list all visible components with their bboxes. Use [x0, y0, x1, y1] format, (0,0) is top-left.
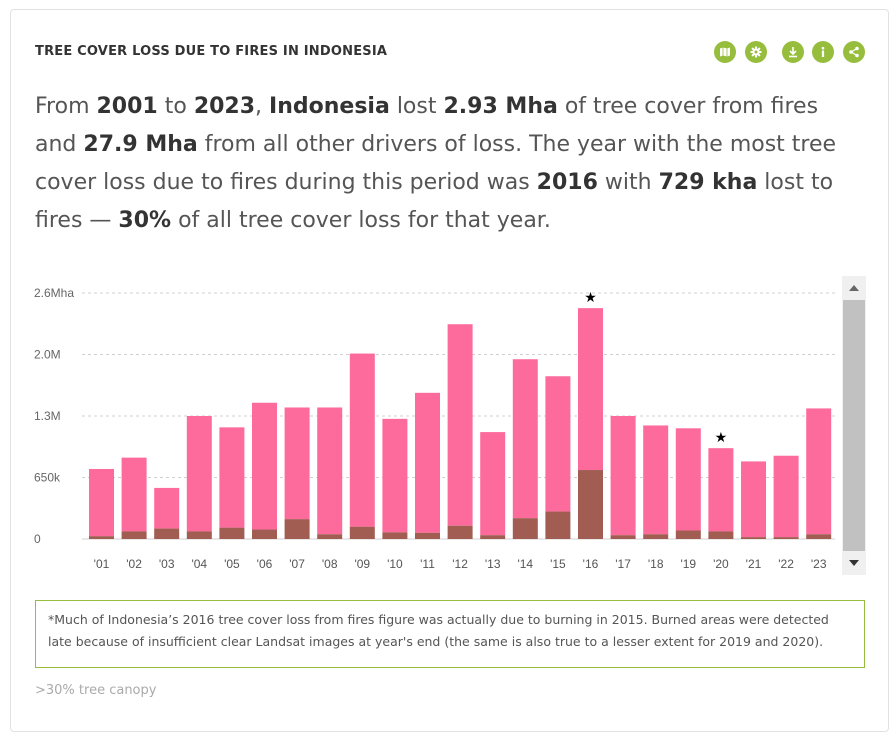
- x-tick-label: '05: [224, 557, 240, 571]
- bar-fire-loss[interactable]: [578, 470, 603, 539]
- bar-fire-loss[interactable]: [480, 535, 506, 539]
- bar-fire-loss[interactable]: [317, 534, 343, 539]
- bar-fire-loss[interactable]: [121, 531, 147, 539]
- x-tick-label: '01: [94, 557, 110, 571]
- y-tick-label: 2.0M: [34, 348, 61, 362]
- x-tick-label: '02: [126, 557, 142, 571]
- bar-fire-loss[interactable]: [610, 535, 636, 539]
- x-tick-label: '04: [191, 557, 207, 571]
- chart-scrollbar[interactable]: [842, 276, 866, 575]
- scroll-down-arrow-icon[interactable]: [842, 551, 866, 575]
- x-tick-label: '08: [322, 557, 338, 571]
- bar-fire-loss[interactable]: [741, 537, 766, 539]
- bar-fire-loss[interactable]: [349, 526, 375, 539]
- bar-fire-loss[interactable]: [154, 528, 180, 539]
- x-tick-label: '13: [485, 557, 501, 571]
- x-tick-label: '20: [713, 557, 729, 571]
- bar-fire-loss[interactable]: [675, 530, 701, 539]
- y-tick-label: 650k: [34, 471, 61, 485]
- bar-other-drivers[interactable]: [219, 427, 245, 528]
- x-tick-label: '03: [159, 557, 175, 571]
- download-icon[interactable]: [782, 41, 804, 63]
- map-icon[interactable]: [714, 41, 736, 63]
- bar-fire-loss[interactable]: [773, 537, 799, 539]
- y-tick-label: 0: [34, 532, 41, 546]
- x-tick-label: '14: [517, 557, 533, 571]
- other-loss-value: 27.9 Mha: [83, 132, 198, 157]
- peak-loss-value: 729 kha: [658, 170, 758, 195]
- bar-other-drivers[interactable]: [578, 308, 603, 471]
- x-tick-label: '11: [420, 557, 435, 571]
- data-caveat-note: *Much of Indonesia’s 2016 tree cover los…: [35, 600, 865, 668]
- bar-fire-loss[interactable]: [415, 532, 440, 539]
- bar-other-drivers[interactable]: [643, 425, 669, 535]
- bar-other-drivers[interactable]: [480, 432, 506, 536]
- bar-fire-loss[interactable]: [447, 525, 473, 539]
- fire-loss-value: 2.93 Mha: [443, 94, 558, 119]
- bar-other-drivers[interactable]: [675, 428, 701, 531]
- bar-other-drivers[interactable]: [284, 407, 310, 520]
- bar-other-drivers[interactable]: [545, 376, 571, 512]
- scroll-up-arrow-icon[interactable]: [842, 276, 866, 300]
- bar-other-drivers[interactable]: [349, 353, 375, 527]
- bar-other-drivers[interactable]: [121, 457, 147, 532]
- x-tick-label: '15: [550, 557, 566, 571]
- start-year: 2001: [96, 94, 158, 119]
- x-tick-label: '10: [387, 557, 403, 571]
- scrollbar-thumb[interactable]: [843, 300, 865, 551]
- gear-icon[interactable]: [745, 41, 767, 63]
- peak-percent: 30%: [118, 208, 172, 233]
- star-icon: ★: [584, 290, 597, 306]
- x-tick-label: '18: [648, 557, 664, 571]
- x-tick-label: '09: [354, 557, 370, 571]
- bar-other-drivers[interactable]: [741, 461, 766, 538]
- bar-other-drivers[interactable]: [154, 487, 180, 529]
- summary-sentence: From 2001 to 2023, Indonesia lost 2.93 M…: [35, 94, 837, 233]
- bar-other-drivers[interactable]: [610, 416, 636, 536]
- bar-fire-loss[interactable]: [806, 534, 832, 539]
- x-tick-label: '07: [289, 557, 305, 571]
- x-tick-label: '12: [452, 557, 468, 571]
- bar-fire-loss[interactable]: [186, 531, 212, 539]
- canopy-threshold-label: >30% tree canopy: [35, 683, 157, 698]
- bar-other-drivers[interactable]: [773, 455, 799, 538]
- star-icon: ★: [715, 430, 728, 446]
- share-icon[interactable]: [843, 41, 865, 63]
- y-tick-label: 2.6Mha: [34, 286, 74, 300]
- tree-cover-loss-chart: 0 650k 1.3M 2.0M 2.6Mha '01 '02 '03 '04 '05 '06 '07…: [34, 286, 835, 571]
- bar-fire-loss[interactable]: [382, 532, 408, 539]
- x-tick-label: '21: [746, 557, 762, 571]
- bar-other-drivers[interactable]: [317, 407, 343, 535]
- bar-fire-loss[interactable]: [545, 511, 571, 539]
- bar-fire-loss[interactable]: [219, 527, 245, 539]
- bar-other-drivers[interactable]: [252, 402, 277, 530]
- bar-fire-loss[interactable]: [89, 536, 114, 539]
- x-tick-label: '22: [778, 557, 794, 571]
- bar-other-drivers[interactable]: [806, 408, 832, 535]
- widget-title: TREE COVER LOSS DUE TO FIRES IN INDONESI…: [35, 44, 388, 59]
- bar-other-drivers[interactable]: [512, 359, 538, 519]
- info-icon[interactable]: [812, 41, 834, 63]
- bar-other-drivers[interactable]: [415, 392, 440, 533]
- location-name: Indonesia: [269, 94, 390, 119]
- bar-fire-loss[interactable]: [512, 518, 538, 539]
- bar-fire-loss[interactable]: [708, 531, 734, 539]
- bar-other-drivers[interactable]: [447, 324, 473, 526]
- y-tick-label: 1.3M: [34, 409, 61, 423]
- bar-other-drivers[interactable]: [89, 468, 114, 537]
- x-tick-label: '06: [257, 557, 273, 571]
- bar-fire-loss[interactable]: [252, 529, 277, 539]
- x-tick-label: '19: [680, 557, 696, 571]
- bar-fire-loss[interactable]: [643, 534, 669, 539]
- end-year: 2023: [193, 94, 256, 119]
- x-tick-label: '16: [583, 557, 599, 571]
- bar-other-drivers[interactable]: [382, 418, 408, 533]
- peak-year: 2016: [536, 170, 598, 195]
- bar-other-drivers[interactable]: [708, 448, 734, 532]
- x-tick-label: '23: [811, 557, 827, 571]
- x-tick-label: '17: [615, 557, 631, 571]
- bar-other-drivers[interactable]: [186, 416, 212, 532]
- bar-fire-loss[interactable]: [284, 519, 310, 539]
